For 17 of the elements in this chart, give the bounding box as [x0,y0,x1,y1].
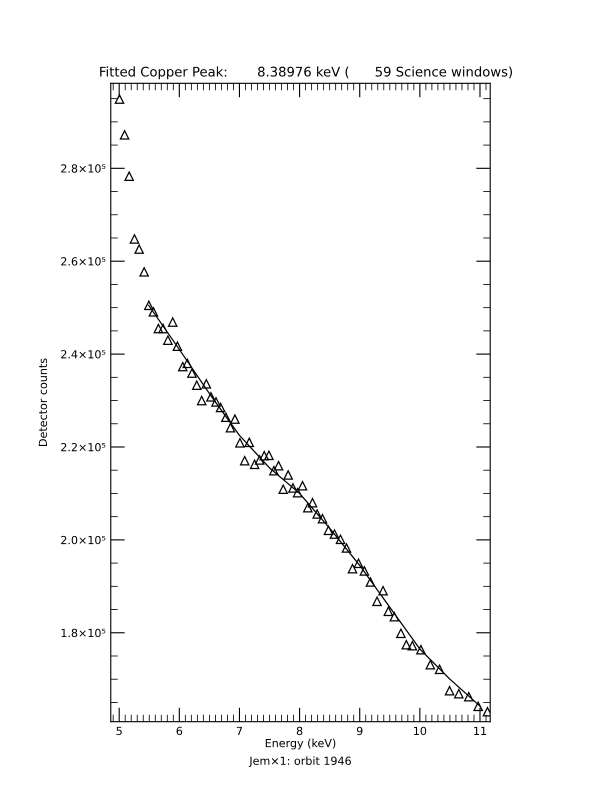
x-tick-label: 7 [236,726,242,735]
x-tick-label: 6 [176,726,182,736]
x-axis-title: Energy (keV) [266,738,336,750]
y-tick-label: 1.8×10⁵ [62,628,106,638]
x-tick-label: 10 [414,726,426,736]
x-tick-label: 11 [474,726,486,735]
x-tick-label: 9 [356,726,362,736]
y-tick-label: 2.4×10⁵ [61,350,106,358]
y-tick-label: 2.2×10⁵ [61,442,106,452]
y-tick-label: 2.6×10⁵ [61,257,106,266]
text: Jem×1: orbit 1946 [248,756,351,768]
chart-title: Fitted Copper Peak: 8.38976 keV ( 59 Science windows) [100,66,512,80]
y-tick-label: 2.0×10⁵ [61,536,106,544]
x-tick-label: 8 [296,726,302,736]
y-tick-label: 2.8×10⁵ [61,164,106,173]
x-tick-label: 5 [116,726,122,736]
y-axis-title: Detector counts [38,358,48,446]
